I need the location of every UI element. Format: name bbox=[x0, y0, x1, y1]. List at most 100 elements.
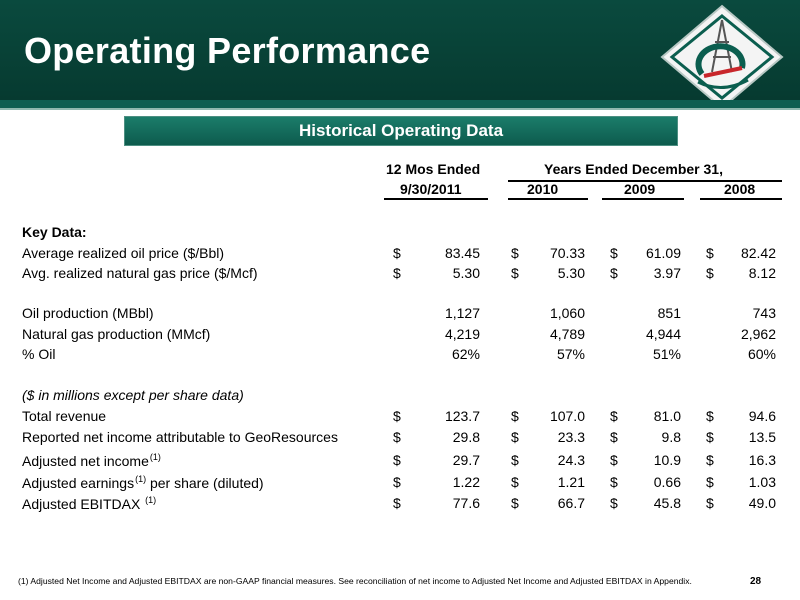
currency-sign: $ bbox=[393, 452, 401, 468]
value-cell: 77.6 bbox=[452, 495, 480, 511]
currency-sign: $ bbox=[706, 452, 714, 468]
col-header-2009: 2009 bbox=[624, 181, 656, 197]
currency-sign: $ bbox=[511, 495, 519, 511]
col-underline-2011 bbox=[384, 198, 488, 200]
header-accent-bar bbox=[0, 100, 800, 108]
row-label-total-revenue: Total revenue bbox=[22, 408, 107, 424]
value-cell: 57% bbox=[556, 346, 585, 362]
row-label-adjusted-ebitdax: Adjusted EBITDAX (1) bbox=[22, 495, 156, 512]
currency-sign: $ bbox=[511, 474, 519, 490]
page-number: 28 bbox=[750, 576, 762, 587]
value-cell: 4,944 bbox=[645, 326, 681, 342]
value-cell: 107.0 bbox=[549, 408, 585, 424]
slide-header bbox=[0, 0, 800, 100]
currency-sign: $ bbox=[393, 495, 401, 511]
value-cell: 4,219 bbox=[444, 326, 480, 342]
value-cell: 51% bbox=[652, 346, 681, 362]
footnote-ref: (1) bbox=[149, 452, 161, 462]
currency-sign: $ bbox=[393, 429, 401, 445]
currency-sign: $ bbox=[610, 429, 618, 445]
header-years-ended: Years Ended December 31, bbox=[544, 161, 723, 177]
row-label-oil-production: Oil production (MBbl) bbox=[22, 305, 154, 321]
col-underline-2008 bbox=[700, 198, 782, 200]
currency-sign: $ bbox=[511, 452, 519, 468]
row-label-reported-net-income: Reported net income attributable to GeoR… bbox=[22, 429, 338, 445]
value-cell: 29.8 bbox=[452, 429, 480, 445]
currency-sign: $ bbox=[511, 245, 519, 261]
value-cell: 851 bbox=[657, 305, 681, 321]
currency-sign: $ bbox=[610, 474, 618, 490]
currency-sign: $ bbox=[610, 495, 618, 511]
row-label-adjusted-net-income: Adjusted net income(1) bbox=[22, 452, 161, 469]
value-cell: 23.3 bbox=[557, 429, 585, 445]
value-cell: 13.5 bbox=[748, 429, 776, 445]
currency-sign: $ bbox=[610, 265, 618, 281]
value-cell: 1,127 bbox=[444, 305, 480, 321]
value-cell: 1.22 bbox=[452, 474, 480, 490]
currency-sign: $ bbox=[393, 474, 401, 490]
col-underline-2009 bbox=[602, 198, 684, 200]
value-cell: 94.6 bbox=[748, 408, 776, 424]
footnote: (1) Adjusted Net Income and Adjusted EBI… bbox=[18, 576, 692, 586]
currency-sign: $ bbox=[706, 245, 714, 261]
currency-sign: $ bbox=[706, 474, 714, 490]
currency-sign: $ bbox=[706, 408, 714, 424]
currency-sign: $ bbox=[706, 495, 714, 511]
footnote-ref: (1) bbox=[145, 495, 157, 505]
currency-sign: $ bbox=[393, 245, 401, 261]
col-header-2010: 2010 bbox=[527, 181, 559, 197]
value-cell: 29.7 bbox=[452, 452, 480, 468]
footnote-ref: (1) bbox=[135, 474, 147, 484]
currency-sign: $ bbox=[610, 245, 618, 261]
value-cell: 5.30 bbox=[452, 265, 480, 281]
row-label-text: Adjusted earnings bbox=[22, 475, 135, 491]
value-cell: 5.30 bbox=[557, 265, 585, 281]
header-12mos-ended: 12 Mos Ended bbox=[386, 161, 481, 177]
col-underline-2010 bbox=[508, 198, 588, 200]
company-logo-icon bbox=[660, 4, 784, 110]
row-label-gas-price: Avg. realized natural gas price ($/Mcf) bbox=[22, 265, 258, 281]
col-header-2008: 2008 bbox=[724, 181, 756, 197]
value-cell: 8.12 bbox=[748, 265, 776, 281]
slide-title: Operating Performance bbox=[24, 30, 431, 71]
row-label-text: Adjusted EBITDAX bbox=[22, 496, 145, 512]
row-label-text: Adjusted net income bbox=[22, 453, 149, 469]
header-accent-line bbox=[0, 108, 800, 110]
value-cell: 16.3 bbox=[748, 452, 776, 468]
value-cell: 81.0 bbox=[653, 408, 681, 424]
value-cell: 2,962 bbox=[740, 326, 776, 342]
value-cell: 61.09 bbox=[645, 245, 681, 261]
value-cell: 4,789 bbox=[549, 326, 585, 342]
currency-sign: $ bbox=[393, 265, 401, 281]
row-label-gas-production: Natural gas production (MMcf) bbox=[22, 326, 211, 342]
millions-label: ($ in millions except per share data) bbox=[22, 387, 244, 403]
currency-sign: $ bbox=[511, 265, 519, 281]
value-cell: 66.7 bbox=[557, 495, 585, 511]
value-cell: 1,060 bbox=[549, 305, 585, 321]
value-cell: 70.33 bbox=[549, 245, 585, 261]
value-cell: 3.97 bbox=[653, 265, 681, 281]
currency-sign: $ bbox=[393, 408, 401, 424]
currency-sign: $ bbox=[610, 408, 618, 424]
currency-sign: $ bbox=[706, 429, 714, 445]
currency-sign: $ bbox=[511, 408, 519, 424]
col-header-9-30-2011: 9/30/2011 bbox=[400, 181, 462, 197]
value-cell: 62% bbox=[451, 346, 480, 362]
value-cell: 1.03 bbox=[748, 474, 776, 490]
value-cell: 82.42 bbox=[740, 245, 776, 261]
row-label-adjusted-eps: Adjusted earnings(1) per share (diluted) bbox=[22, 474, 264, 491]
currency-sign: $ bbox=[706, 265, 714, 281]
key-data-label: Key Data: bbox=[22, 224, 87, 240]
value-cell: 60% bbox=[747, 346, 776, 362]
value-cell: 0.66 bbox=[653, 474, 681, 490]
value-cell: 10.9 bbox=[653, 452, 681, 468]
value-cell: 123.7 bbox=[444, 408, 480, 424]
currency-sign: $ bbox=[610, 452, 618, 468]
currency-sign: $ bbox=[511, 429, 519, 445]
value-cell: 49.0 bbox=[748, 495, 776, 511]
value-cell: 83.45 bbox=[444, 245, 480, 261]
row-label-oil-price: Average realized oil price ($/Bbl) bbox=[22, 245, 225, 261]
value-cell: 1.21 bbox=[557, 474, 585, 490]
row-label-pct-oil: % Oil bbox=[22, 346, 56, 362]
value-cell: 24.3 bbox=[557, 452, 585, 468]
